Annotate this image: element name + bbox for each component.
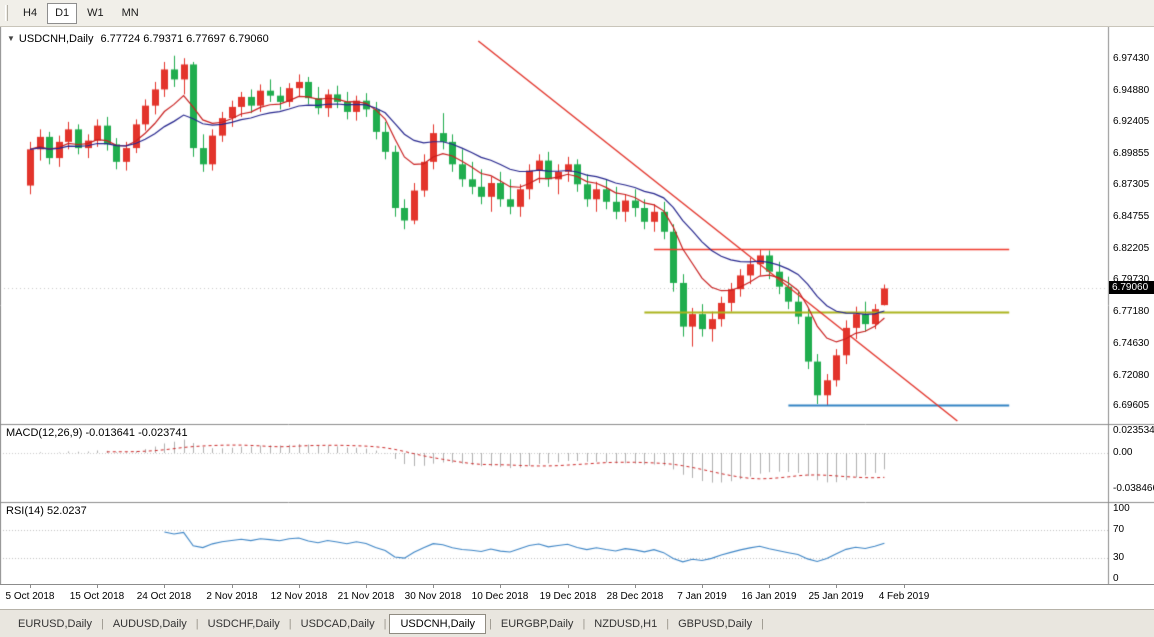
timeframe-button-h4[interactable]: H4 — [15, 3, 45, 24]
chart-tab-eurusd-daily[interactable]: EURUSD,Daily — [18, 617, 92, 630]
macd-axis-label: 0.00 — [1113, 447, 1133, 458]
tab-separator: | — [100, 617, 104, 630]
date-tick — [30, 585, 31, 588]
chart-tab-usdcnh-daily[interactable]: USDCNH,Daily — [389, 613, 487, 634]
price-axis-label: 6.82205 — [1113, 243, 1150, 255]
price-axis-label: 6.77180 — [1113, 305, 1150, 317]
date-tick — [299, 585, 300, 588]
date-tick — [635, 585, 636, 588]
date-axis-label: 12 Nov 2018 — [270, 591, 328, 602]
chart-tab-audusd-daily[interactable]: AUDUSD,Daily — [112, 617, 187, 630]
rsi-axis-label: 70 — [1113, 524, 1125, 535]
date-tick — [904, 585, 905, 588]
chart-tab-eurgbp-daily[interactable]: EURGBP,Daily — [500, 617, 574, 630]
timeframe-button-d1[interactable]: D1 — [47, 2, 78, 24]
tab-separator: | — [666, 617, 670, 630]
date-axis-label: 25 Jan 2019 — [808, 591, 864, 602]
date-axis-label: 30 Nov 2018 — [404, 591, 462, 602]
price-axis-label: 6.87305 — [1113, 179, 1150, 191]
date-axis-label: 15 Oct 2018 — [69, 591, 125, 602]
tab-separator: | — [489, 617, 492, 630]
date-tick — [232, 585, 233, 588]
chart-ohlc-label: 6.77724 6.79371 6.77697 6.79060 — [100, 33, 269, 45]
date-tick — [366, 585, 367, 588]
date-axis[interactable]: 5 Oct 2018 15 Oct 2018 24 Oct 2018 2 Nov 20… — [0, 584, 1154, 609]
timeframe-button-w1[interactable]: W1 — [79, 3, 112, 24]
price-axis-label: 6.89855 — [1113, 147, 1150, 159]
price-axis[interactable]: 6.97430 6.94880 6.92405 6.89855 6.87305 6.847… — [1108, 27, 1154, 584]
timeframe-toolbar: H4 D1 W1 MN — [0, 0, 1154, 27]
current-price-badge: 6.79060 — [1109, 281, 1154, 295]
date-tick — [97, 585, 98, 588]
rsi-axis-label: 0 — [1113, 573, 1119, 584]
price-chart-canvas[interactable] — [0, 27, 1154, 584]
timeframe-button-mn[interactable]: MN — [114, 3, 147, 24]
price-axis-label: 6.72080 — [1113, 369, 1150, 381]
macd-indicator-label: MACD(12,26,9) -0.013641 -0.023741 — [6, 427, 188, 439]
date-tick — [500, 585, 501, 588]
chart-tab-nzdusd-h1[interactable]: NZDUSD,H1 — [594, 617, 658, 630]
rsi-axis-label: 100 — [1113, 503, 1130, 514]
date-axis-label: 19 Dec 2018 — [539, 591, 597, 602]
tab-separator: | — [383, 617, 387, 630]
tab-separator: | — [761, 617, 764, 630]
date-axis-label: 5 Oct 2018 — [5, 591, 55, 602]
chart-tab-usdchf-daily[interactable]: USDCHF,Daily — [207, 617, 280, 630]
price-axis-label: 6.97430 — [1113, 53, 1150, 65]
date-axis-label: 2 Nov 2018 — [206, 591, 258, 602]
date-axis-label: 28 Dec 2018 — [606, 591, 664, 602]
date-tick — [164, 585, 165, 588]
rsi-indicator-label: RSI(14) 52.0237 — [6, 505, 87, 517]
date-tick — [568, 585, 569, 588]
chart-area: ▼ USDCNH,Daily 6.77724 6.79371 6.77697 6.7… — [0, 27, 1154, 584]
chart-tab-gbpusd-daily[interactable]: GBPUSD,Daily — [678, 617, 753, 630]
date-tick — [702, 585, 703, 588]
rsi-axis-label: 30 — [1113, 552, 1125, 563]
tab-separator: | — [582, 617, 586, 630]
chart-marker-icon: ▼ — [7, 34, 15, 43]
chart-symbol-label: USDCNH,Daily — [18, 33, 94, 45]
date-tick — [836, 585, 837, 588]
price-axis-label: 6.79730 — [1113, 274, 1150, 286]
chart-title: ▼ USDCNH,Daily 6.77724 6.79371 6.77697 6.7… — [7, 33, 269, 45]
date-tick — [433, 585, 434, 588]
toolbar-grip-icon[interactable] — [5, 5, 8, 21]
date-axis-label: 21 Nov 2018 — [337, 591, 395, 602]
chart-tab-usdcad-daily[interactable]: USDCAD,Daily — [300, 617, 375, 630]
date-axis-label: 4 Feb 2019 — [878, 591, 930, 602]
tab-separator: | — [195, 617, 199, 630]
timeframe-buttons: H4 D1 W1 MN — [14, 2, 148, 24]
price-axis-label: 6.84755 — [1113, 211, 1150, 223]
price-axis-label: 6.74630 — [1113, 337, 1150, 349]
tab-separator: | — [288, 617, 292, 630]
price-axis-label: 6.92405 — [1113, 115, 1150, 127]
macd-axis-label: -0.038466 — [1113, 482, 1154, 494]
date-axis-label: 10 Dec 2018 — [471, 591, 529, 602]
macd-axis-label: 0.023534 — [1113, 424, 1154, 436]
date-tick — [769, 585, 770, 588]
date-axis-label: 24 Oct 2018 — [136, 591, 192, 602]
price-axis-label: 6.69605 — [1113, 400, 1150, 412]
price-axis-label: 6.94880 — [1113, 84, 1150, 96]
chart-tabs-bar: EURUSD,Daily | AUDUSD,Daily | USDCHF,Daily | U… — [0, 609, 1154, 637]
date-axis-label: 7 Jan 2019 — [677, 591, 727, 602]
date-axis-label: 16 Jan 2019 — [741, 591, 797, 602]
